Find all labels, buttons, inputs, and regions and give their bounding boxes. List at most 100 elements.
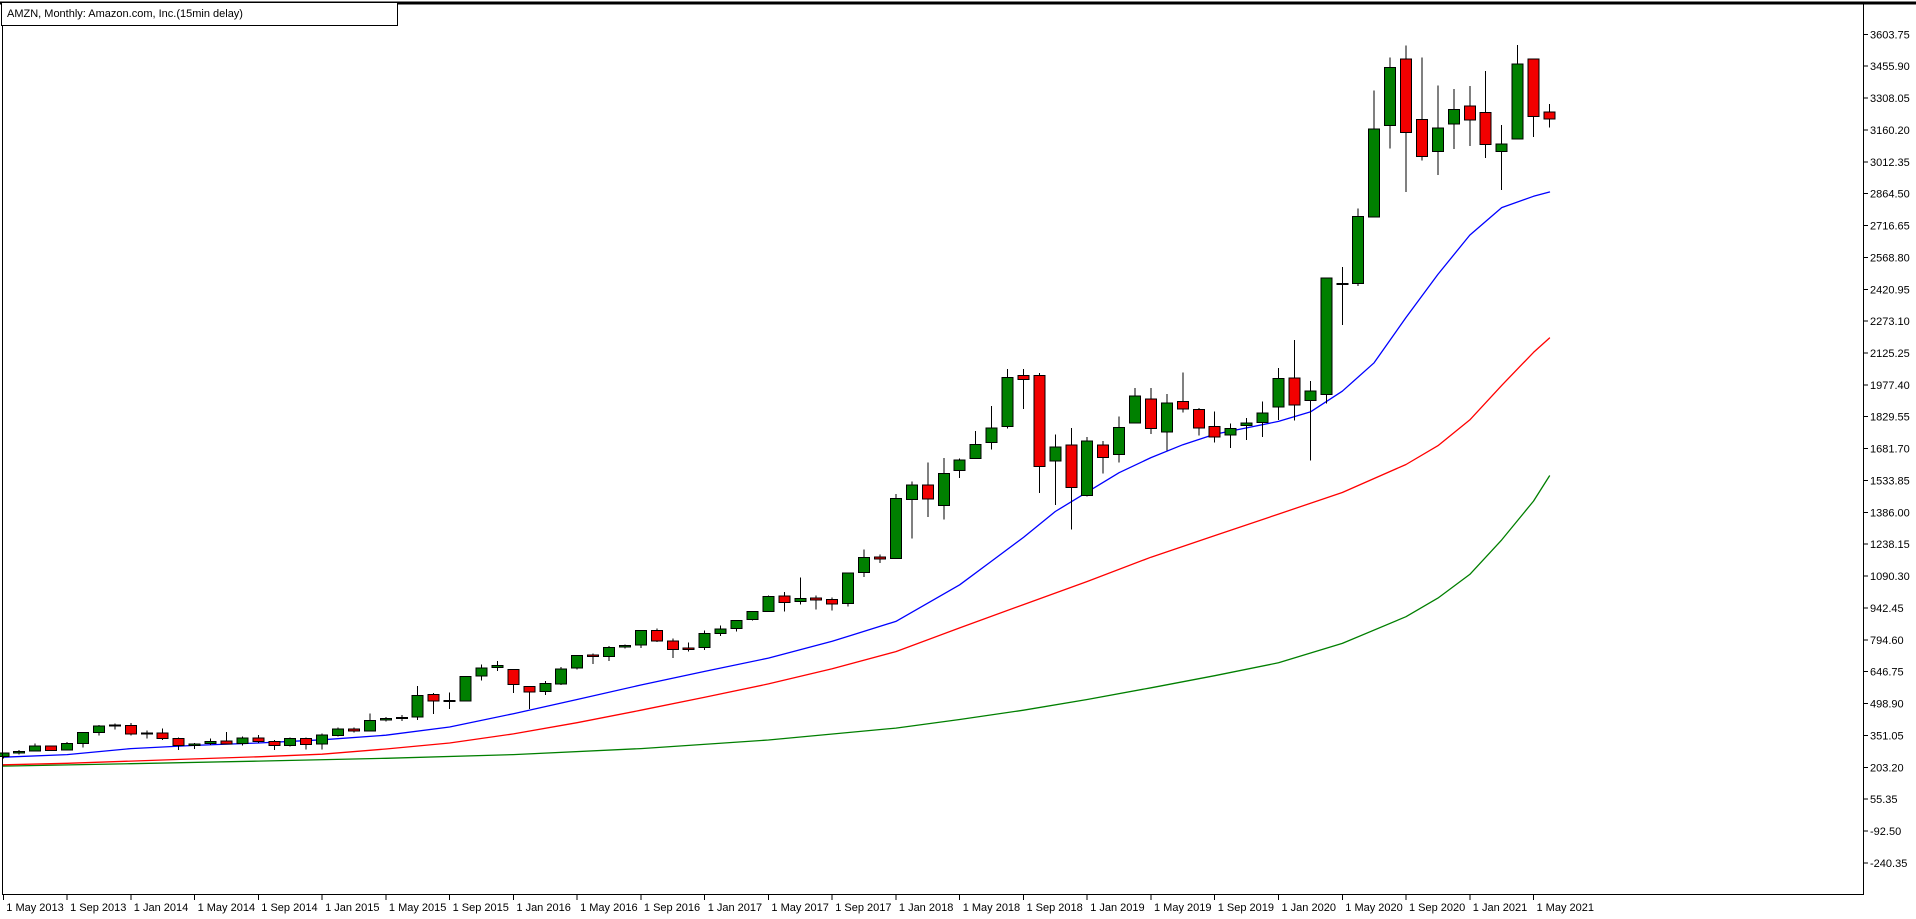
candle	[13, 749, 26, 755]
candle	[1129, 387, 1141, 424]
candle	[236, 736, 249, 746]
candle	[172, 737, 185, 750]
candle-body	[29, 745, 42, 752]
candle-body	[619, 644, 631, 648]
candle	[491, 661, 504, 671]
candle	[539, 681, 552, 696]
candle	[1049, 434, 1062, 505]
symbol-title-box: AMZN, Monthly: Amazon.com, Inc.(15min de…	[1, 2, 398, 26]
candle-body	[1336, 282, 1349, 286]
candle	[0, 752, 10, 759]
candle-body	[889, 498, 902, 560]
candle	[921, 462, 934, 517]
price-tick-label: 1238.15	[1870, 539, 1910, 551]
candle	[1097, 440, 1110, 474]
candle-body	[698, 633, 711, 649]
price-tick-label: 3160.20	[1870, 125, 1910, 137]
candle	[1081, 436, 1094, 497]
candle-body	[268, 741, 281, 746]
candle-body	[953, 459, 966, 472]
candle-body	[92, 725, 105, 734]
date-tick-label: 1 Jan 2014	[134, 902, 188, 914]
candle-body	[1208, 425, 1221, 438]
price-tick-label: 1386.00	[1870, 507, 1910, 519]
date-tick-label: 1 Jan 2017	[708, 902, 762, 914]
candle	[379, 717, 392, 722]
candle	[826, 597, 839, 611]
candle	[969, 431, 982, 459]
price-tick-label: 3308.05	[1870, 93, 1910, 105]
candle	[284, 737, 297, 747]
candle	[156, 728, 169, 740]
price-tick-label: 3455.90	[1870, 61, 1910, 73]
candle	[108, 723, 121, 730]
candle-body	[650, 630, 663, 642]
date-tick-label: 1 Sep 2019	[1218, 902, 1274, 914]
candle	[1001, 369, 1014, 429]
candle	[985, 405, 998, 450]
candle	[953, 458, 966, 478]
candle-body	[1049, 446, 1062, 462]
candle	[1145, 388, 1157, 435]
price-tick-label: 1533.85	[1870, 476, 1910, 488]
date-tick-label: 1 May 2015	[389, 902, 446, 914]
candle-body	[1447, 108, 1460, 125]
price-tick-label: 498.90	[1870, 699, 1904, 711]
candle	[188, 743, 201, 749]
candle-body	[666, 640, 679, 650]
candle-body	[395, 717, 408, 720]
candle-body	[858, 557, 871, 574]
candle-body	[427, 693, 440, 702]
date-tick-label: 1 Sep 2020	[1409, 902, 1465, 914]
candle	[268, 739, 281, 750]
candle-body	[348, 728, 360, 732]
candle	[746, 611, 759, 621]
candle-body	[108, 724, 121, 727]
candle	[1017, 369, 1030, 410]
candle-body	[379, 718, 392, 721]
symbol-title: AMZN, Monthly: Amazon.com, Inc.(15min de…	[7, 8, 243, 20]
time-scale[interactable]: 1 May 2013 1 Sep 2013 1 Jan 2014 1 May 2014…	[2, 895, 1594, 914]
candle	[1336, 266, 1349, 325]
candle-body	[475, 667, 488, 677]
candle	[411, 686, 424, 721]
candle-body	[220, 740, 233, 745]
candle-body	[1065, 444, 1078, 488]
candle-body	[1416, 119, 1428, 158]
candle-body	[1543, 111, 1556, 120]
candle-body	[1256, 412, 1269, 423]
price-tick-label: 203.20	[1870, 762, 1904, 774]
candle-body	[682, 647, 695, 651]
price-scale[interactable]: 3603.75 3455.90 3308.05 3160.20 3012.35 2864.…	[1863, 29, 1910, 870]
candle	[874, 554, 886, 563]
candle-body	[1097, 444, 1110, 459]
candle	[1208, 411, 1221, 443]
date-tick-label: 1 Jan 2020	[1282, 902, 1336, 914]
candle	[363, 713, 376, 732]
ma-mid-line	[2, 337, 1551, 766]
date-tick-label: 1 May 2017	[771, 902, 828, 914]
candle	[682, 642, 695, 652]
date-tick-label: 1 May 2018	[963, 902, 1020, 914]
candle-body	[1145, 398, 1157, 430]
candle	[1288, 340, 1301, 421]
candle-body	[1240, 422, 1253, 427]
ma-slow-line	[2, 475, 1551, 767]
candle	[1463, 86, 1476, 146]
candle	[889, 493, 902, 560]
date-tick-label: 1 Sep 2016	[644, 902, 700, 914]
candle	[252, 735, 265, 743]
candle-body	[1081, 440, 1094, 496]
price-tick-label: 351.05	[1870, 730, 1904, 742]
price-tick-label: -92.50	[1870, 826, 1901, 838]
candle-body	[45, 745, 58, 751]
candle	[1272, 368, 1285, 420]
date-tick-label: 1 Sep 2015	[453, 902, 509, 914]
candle-body	[634, 630, 647, 646]
candle-body	[985, 427, 998, 444]
date-tick-label: 1 May 2016	[580, 902, 637, 914]
candle-body	[746, 611, 759, 621]
candle-body	[1304, 390, 1317, 401]
ma-fast-line	[2, 191, 1551, 758]
